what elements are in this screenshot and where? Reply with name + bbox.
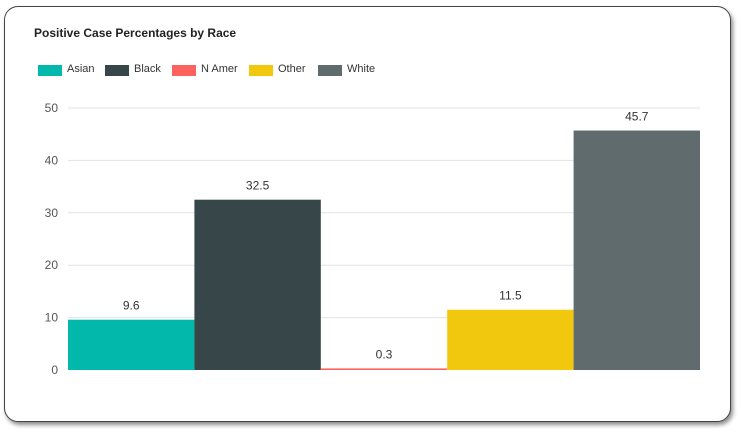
legend-swatch-black: [105, 65, 129, 76]
bar-asian: [68, 319, 195, 370]
legend-label-white: White: [347, 63, 376, 75]
chart-title: Positive Case Percentages by Race: [34, 26, 237, 40]
y-tick-label: 0: [51, 363, 58, 377]
legend-label-black: Black: [134, 63, 161, 75]
bar-white: [573, 130, 700, 370]
legend-swatch-asian: [38, 65, 62, 76]
data-label: 32.5: [246, 179, 270, 193]
bar-n-amer: [320, 368, 448, 370]
y-tick-label: 40: [45, 153, 59, 167]
legend-swatch-white: [318, 65, 342, 76]
legend-label-n-amer: N Amer: [201, 63, 238, 75]
y-tick-label: 20: [45, 258, 59, 272]
data-label: 45.7: [625, 110, 649, 124]
legend-label-asian: Asian: [67, 63, 95, 75]
data-label: 9.6: [123, 299, 140, 313]
legend-label-other: Other: [278, 63, 306, 75]
data-label: 11.5: [499, 289, 522, 303]
y-tick-label: 10: [45, 311, 59, 325]
y-tick-label: 50: [45, 101, 59, 115]
bar-other: [447, 309, 574, 370]
data-label: 0.3: [376, 347, 393, 361]
legend-swatch-n-amer: [172, 65, 196, 76]
legend-swatch-other: [249, 65, 273, 76]
bar-black: [194, 199, 321, 370]
y-tick-label: 30: [45, 206, 59, 220]
